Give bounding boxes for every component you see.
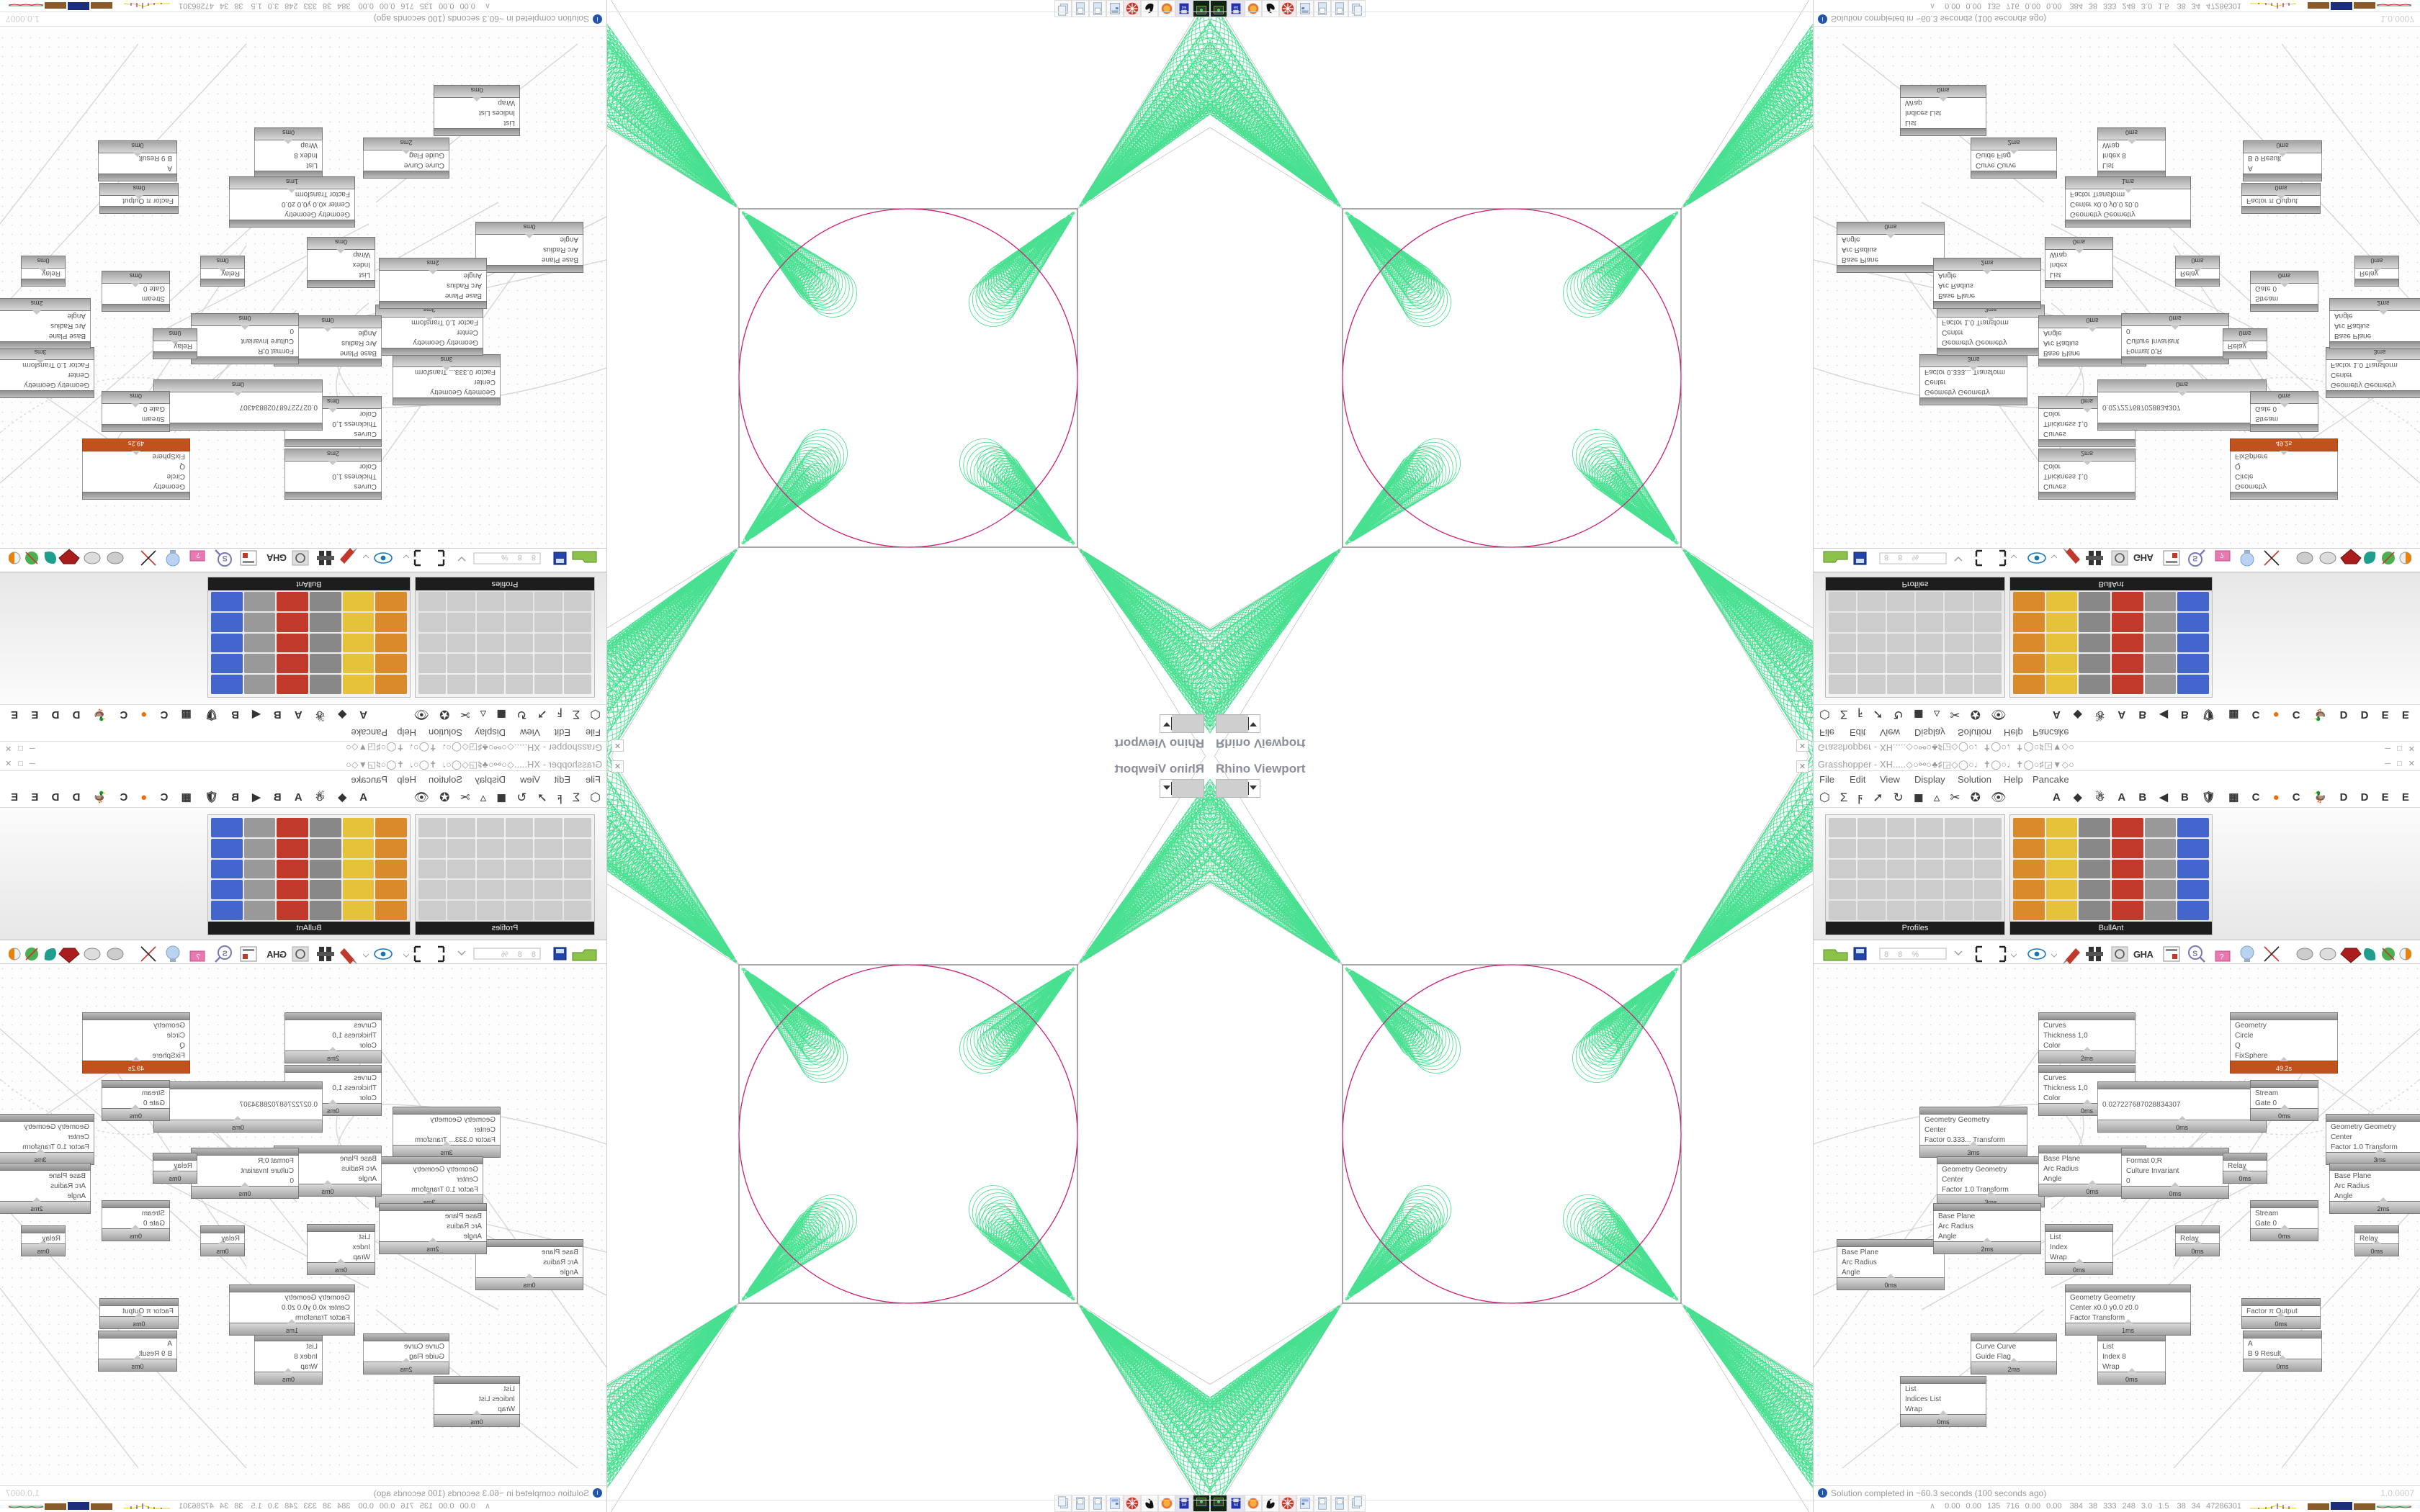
svg-text:S: S [2192, 950, 2207, 958]
svg-text:GHA: GHA [2133, 949, 2154, 960]
svg-text:?: ? [2220, 953, 2233, 961]
svg-text:88%: 88% [1884, 950, 1928, 959]
